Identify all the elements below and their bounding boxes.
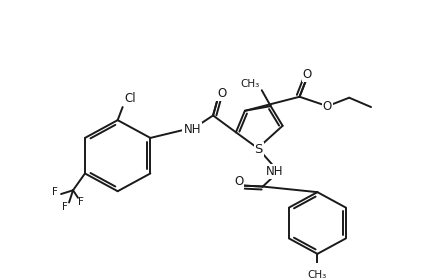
Text: F: F xyxy=(78,197,84,207)
Text: CH₃: CH₃ xyxy=(240,79,260,89)
Text: O: O xyxy=(303,68,312,81)
Text: S: S xyxy=(255,143,263,156)
Text: F: F xyxy=(52,187,58,197)
Text: NH: NH xyxy=(183,123,201,136)
Text: O: O xyxy=(234,175,244,188)
Text: O: O xyxy=(323,100,332,113)
Text: O: O xyxy=(217,87,227,101)
Text: NH: NH xyxy=(266,165,283,178)
Text: CH₃: CH₃ xyxy=(308,270,327,280)
Text: F: F xyxy=(62,202,68,212)
Text: Cl: Cl xyxy=(124,92,136,105)
